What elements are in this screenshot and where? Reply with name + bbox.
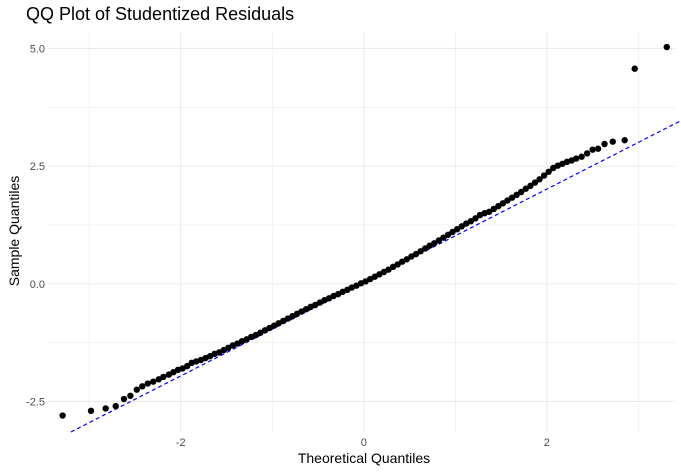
data-point — [518, 188, 525, 196]
chart-title: QQ Plot of Studentized Residuals — [26, 4, 295, 24]
data-point — [440, 234, 447, 241]
data-point — [485, 208, 493, 215]
y-axis-title: Sample Quantiles — [6, 176, 22, 287]
data-point — [403, 256, 411, 263]
data-point — [490, 205, 497, 213]
data-point — [139, 383, 146, 390]
data-point — [594, 145, 602, 152]
data-point — [144, 380, 151, 387]
data-point — [87, 407, 95, 415]
reference-line — [70, 119, 681, 433]
data-point — [453, 225, 461, 233]
data-point — [160, 373, 167, 381]
reference-line-layer — [70, 119, 681, 433]
data-point — [150, 378, 157, 385]
grid-minor — [48, 32, 675, 432]
data-point — [449, 228, 456, 236]
data-point — [59, 412, 66, 419]
data-point — [112, 402, 119, 410]
x-tick-label: -2 — [176, 437, 186, 449]
x-axis-ticks: -2 0 2 — [176, 437, 550, 449]
data-point — [417, 248, 424, 255]
x-tick-label: 0 — [361, 437, 367, 449]
data-point — [133, 386, 140, 393]
x-axis-title: Theoretical Quantiles — [298, 450, 430, 466]
data-point — [545, 168, 552, 175]
points-layer — [59, 43, 670, 419]
data-point — [513, 191, 520, 199]
data-point — [472, 215, 479, 222]
data-point — [583, 150, 591, 157]
data-point — [435, 237, 443, 244]
data-point — [183, 362, 191, 370]
data-point — [609, 138, 616, 145]
y-tick-label: 2.5 — [30, 161, 45, 173]
data-point — [578, 153, 585, 160]
data-point — [504, 197, 511, 204]
data-point — [522, 185, 530, 192]
data-point — [631, 65, 638, 72]
data-point — [458, 223, 465, 230]
y-axis-ticks: -2.5 0.0 2.5 5.0 — [26, 43, 45, 408]
data-point — [495, 202, 502, 210]
data-point — [127, 392, 134, 399]
data-point — [536, 176, 543, 183]
data-point — [412, 250, 420, 258]
data-point — [444, 231, 452, 239]
data-point — [102, 405, 109, 412]
data-point — [621, 137, 628, 144]
y-tick-label: -2.5 — [26, 396, 45, 408]
y-tick-label: 0.0 — [30, 279, 45, 291]
data-point — [663, 43, 670, 51]
data-point — [394, 261, 401, 268]
data-point — [589, 146, 596, 153]
data-point — [540, 172, 548, 179]
data-point — [120, 395, 128, 403]
grid-major — [48, 32, 675, 432]
data-point — [531, 179, 539, 186]
data-point — [572, 155, 580, 162]
data-point — [431, 240, 438, 247]
data-point — [421, 245, 429, 252]
x-tick-label: 2 — [544, 437, 550, 449]
data-point — [499, 200, 507, 207]
data-point — [527, 182, 534, 190]
y-tick-label: 5.0 — [30, 43, 45, 55]
data-point — [385, 266, 392, 273]
data-point — [601, 140, 608, 148]
data-point — [508, 194, 516, 201]
data-point — [467, 217, 475, 225]
